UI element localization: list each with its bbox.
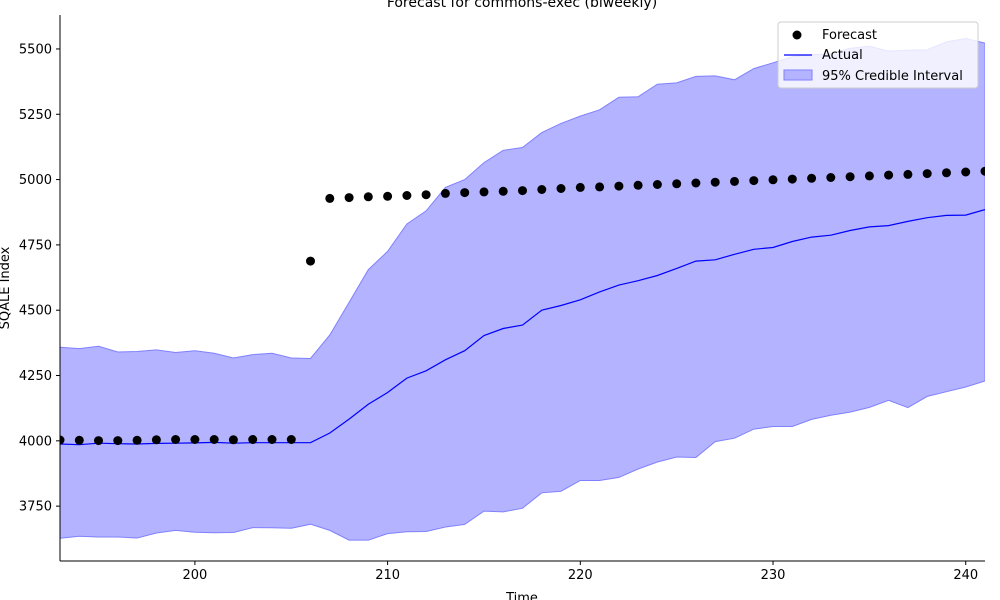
forecast-point	[980, 166, 985, 176]
forecast-point	[537, 185, 547, 194]
forecast-point	[807, 173, 817, 183]
y-tick-label: 4750	[19, 238, 52, 253]
legend-frame	[777, 21, 979, 89]
legend-forecast-label: Forecast	[822, 28, 877, 43]
forecast-point	[575, 182, 585, 192]
forecast-point	[248, 435, 258, 444]
forecast-point	[383, 191, 393, 201]
forecast-point	[884, 170, 894, 180]
y-axis-ticks: 3750 4000 4250 4500 4750 5000 5250 5500	[19, 42, 60, 515]
x-tick-label: 220	[568, 568, 593, 583]
forecast-point	[228, 435, 238, 445]
forecast-point	[286, 435, 296, 444]
forecast-point	[498, 186, 508, 196]
forecast-point	[633, 180, 643, 190]
x-tick-label: 230	[761, 568, 786, 583]
forecast-point	[113, 436, 123, 446]
forecast-point	[440, 188, 450, 198]
y-tick-label: 4500	[19, 304, 52, 319]
forecast-point	[730, 176, 739, 186]
forecast-point	[267, 435, 277, 444]
forecast-point	[74, 435, 84, 445]
axes	[59, 15, 985, 562]
y-axis-label: SQALE Index	[0, 246, 13, 329]
credible-interval-band	[60, 37, 985, 541]
forecast-point	[460, 188, 470, 198]
forecast-point	[614, 181, 624, 191]
forecast-point	[94, 436, 103, 446]
forecast-point	[903, 169, 913, 179]
forecast-point	[864, 171, 874, 181]
forecast-point	[190, 435, 200, 444]
x-tick-label: 210	[375, 568, 400, 583]
y-tick-label: 5000	[19, 173, 52, 188]
chart-title: Forecast for commons-exec (biweekly)	[387, 0, 657, 11]
y-tick-label: 3750	[19, 500, 52, 515]
forecast-point	[556, 184, 566, 193]
forecast-point	[344, 193, 354, 203]
forecast-point	[171, 435, 181, 444]
x-axis-label: Time	[505, 591, 538, 600]
forecast-point	[961, 167, 971, 177]
x-tick-label: 240	[953, 568, 978, 583]
y-tick-label: 5250	[19, 108, 52, 123]
forecast-point	[691, 178, 701, 188]
legend-forecast-marker	[792, 30, 802, 40]
forecast-point	[787, 174, 797, 184]
forecast-point	[209, 435, 219, 444]
x-axis-ticks: 200 210 220 230 240	[182, 561, 978, 583]
forecast-point	[845, 172, 855, 182]
forecast-point	[922, 169, 932, 179]
forecast-point	[749, 176, 759, 186]
forecast-points	[60, 166, 985, 446]
forecast-point	[421, 190, 431, 200]
forecast-point	[60, 435, 65, 445]
forecast-point	[325, 193, 335, 203]
forecast-point	[151, 435, 161, 445]
legend-actual-label: Actual	[822, 48, 863, 63]
forecast-point	[595, 182, 605, 192]
forecast-point	[942, 168, 951, 178]
forecast-point	[518, 186, 527, 196]
forecast-point	[132, 435, 142, 445]
forecast-point	[402, 191, 412, 200]
forecast-point	[306, 256, 315, 266]
forecast-point	[652, 180, 662, 189]
forecast-point	[710, 177, 720, 187]
legend-interval-label: 95% Credible Interval	[822, 69, 963, 84]
y-tick-label: 5500	[19, 42, 52, 57]
y-tick-label: 4250	[19, 369, 52, 384]
forecast-point	[479, 187, 489, 197]
forecast-point	[826, 173, 836, 182]
legend: Forecast Actual 95% Credible Interval	[777, 21, 979, 89]
x-tick-label: 200	[182, 568, 207, 583]
legend-interval-swatch	[783, 69, 813, 81]
forecast-point	[768, 175, 778, 185]
y-tick-label: 4000	[19, 434, 52, 449]
forecast-point	[672, 179, 682, 189]
forecast-point	[363, 192, 373, 202]
